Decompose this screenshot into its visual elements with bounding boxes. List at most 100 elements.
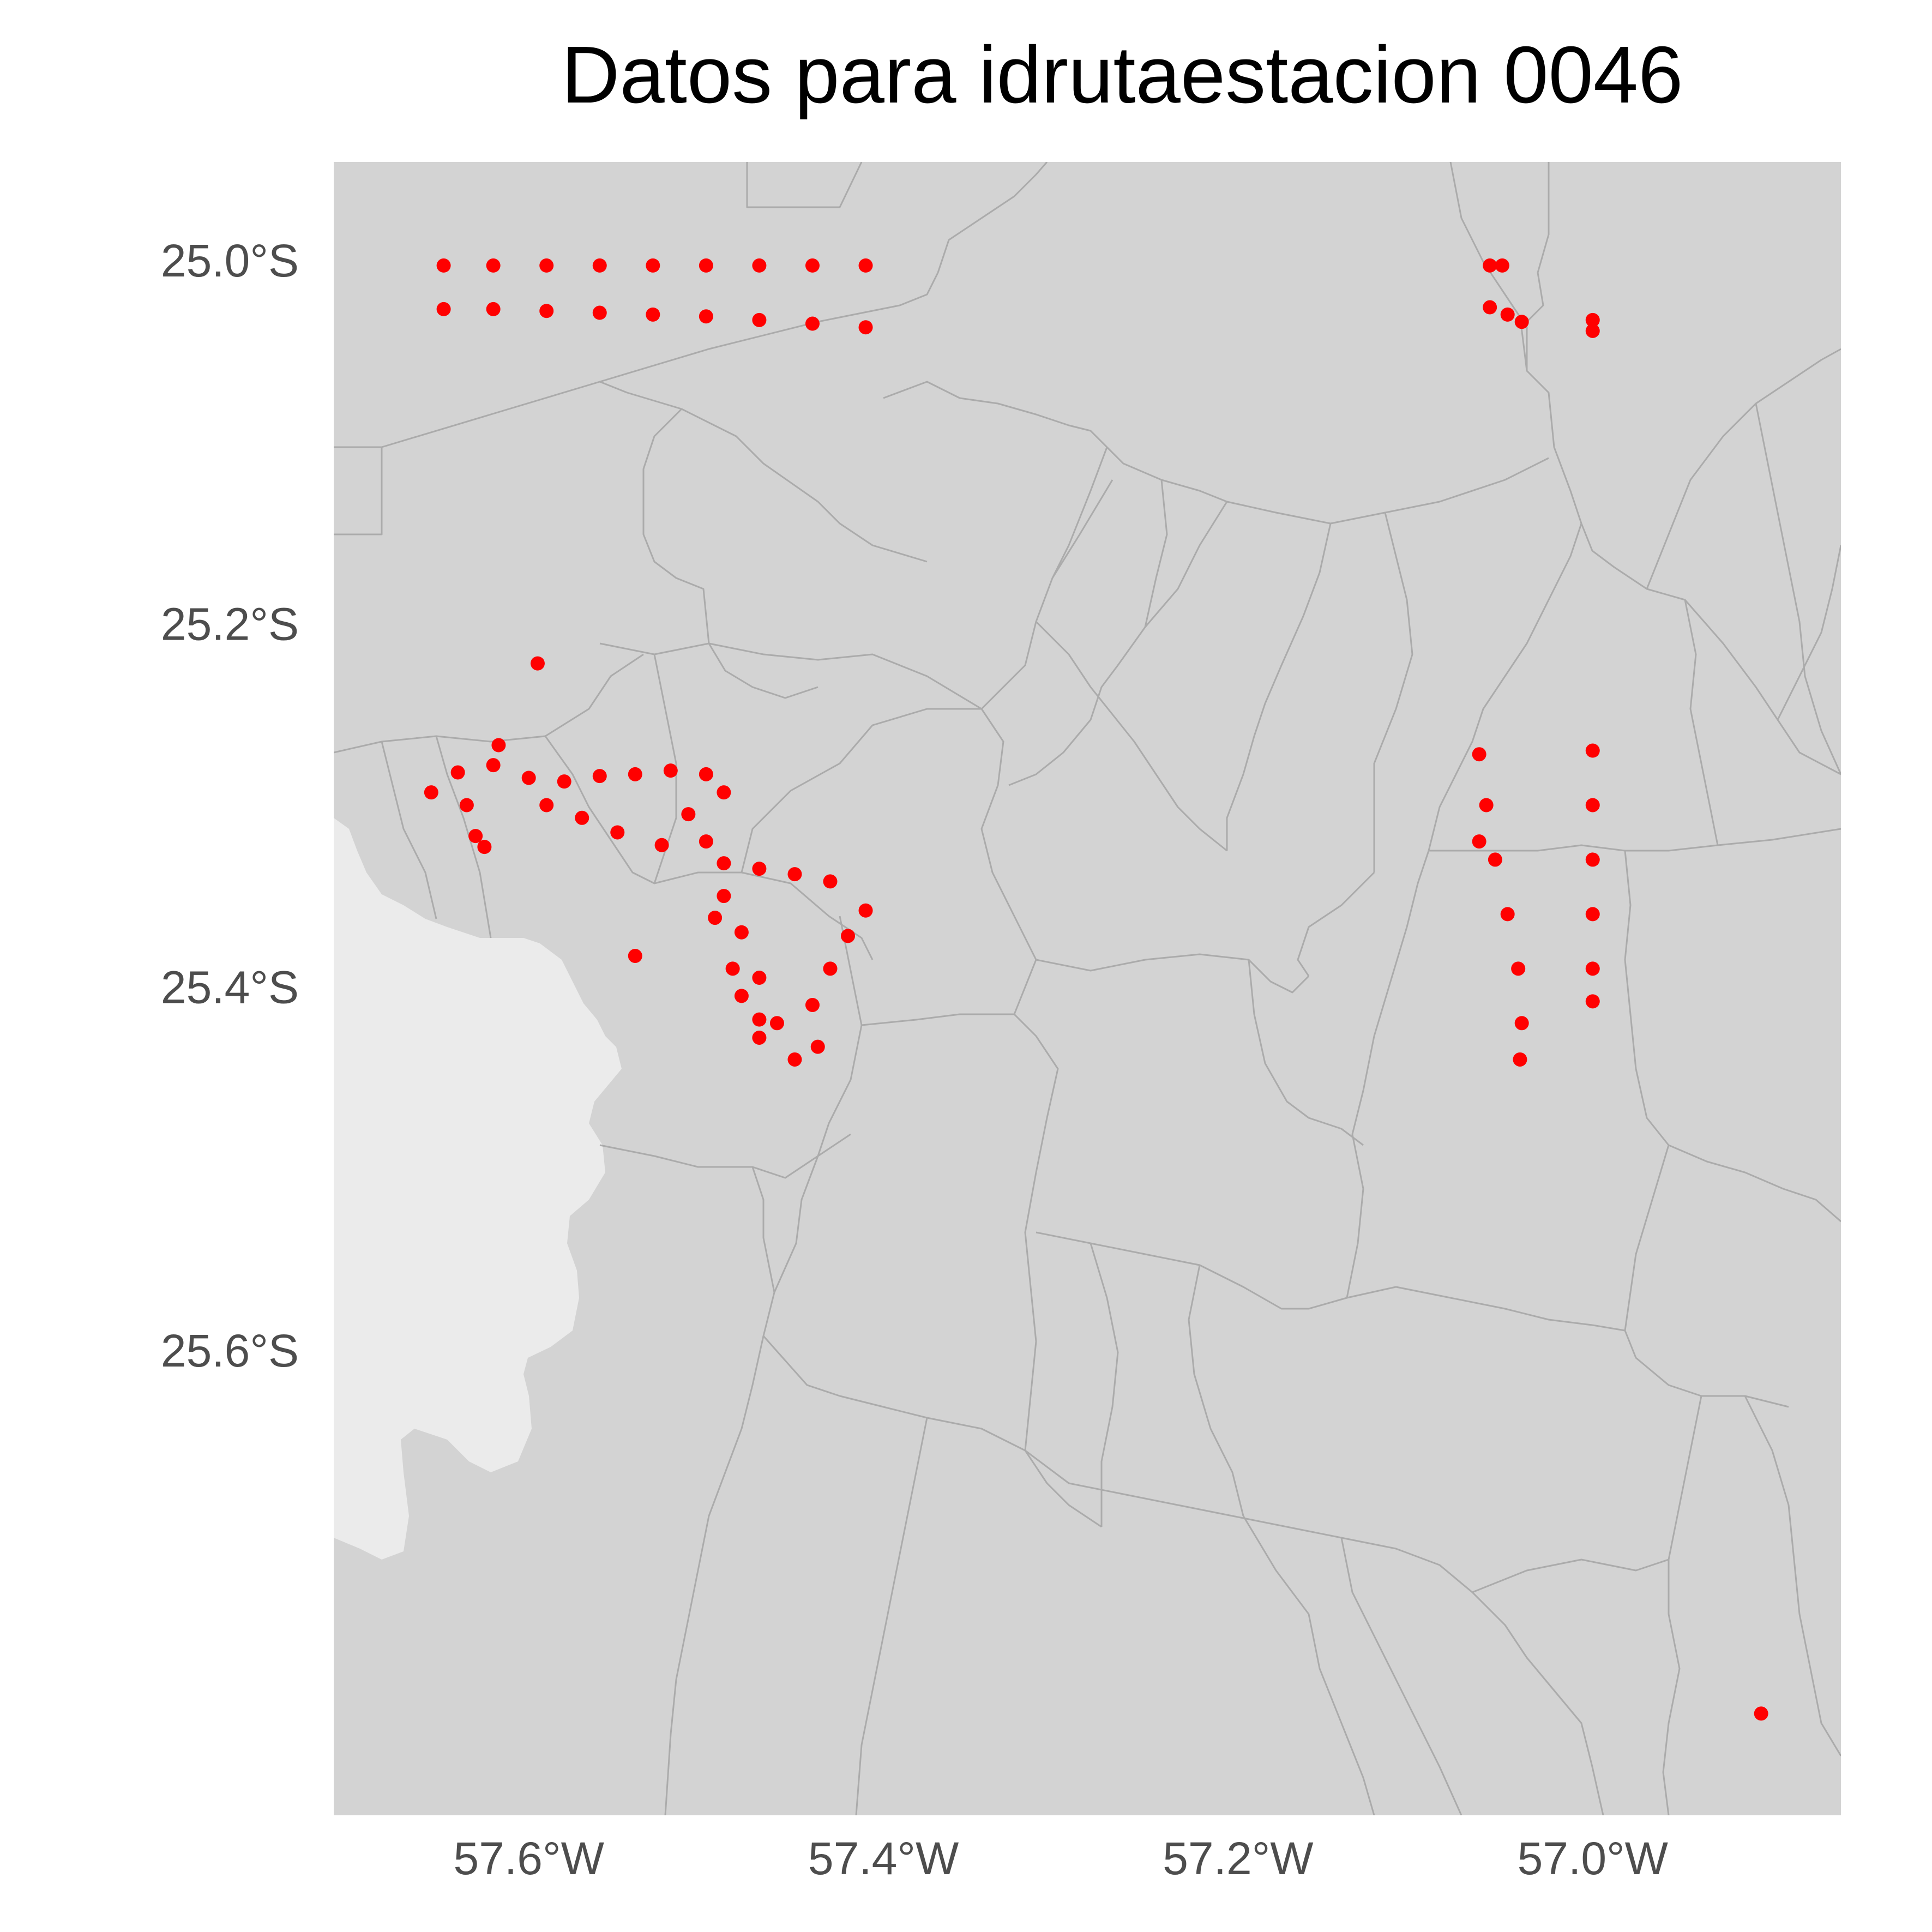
border-2 xyxy=(334,446,383,535)
data-point-0-45 xyxy=(699,834,713,849)
border-38 xyxy=(1472,1558,1669,1593)
data-point-0-4 xyxy=(646,258,660,273)
border-24 xyxy=(1013,959,1037,1015)
y-tick-label-3: 25.6°S xyxy=(161,1325,299,1376)
data-point-0-50 xyxy=(858,903,873,918)
border-5 xyxy=(883,381,1549,525)
border-26 xyxy=(1346,850,1430,1298)
data-point-0-73 xyxy=(1472,834,1486,849)
data-point-0-18 xyxy=(1483,258,1497,273)
data-point-0-39 xyxy=(477,840,492,854)
data-point-0-70 xyxy=(1511,961,1526,976)
data-point-0-57 xyxy=(734,925,749,940)
data-point-0-38 xyxy=(468,829,483,844)
data-point-0-51 xyxy=(841,929,856,943)
data-point-0-9 xyxy=(436,302,451,316)
y-tick-label-2: 25.4°S xyxy=(161,962,299,1013)
data-point-0-80 xyxy=(1754,1706,1768,1721)
border-50 xyxy=(1449,162,1528,371)
data-point-0-71 xyxy=(1514,1016,1529,1031)
data-point-0-27 xyxy=(424,785,438,800)
data-point-0-23 xyxy=(1585,312,1600,327)
data-point-0-1 xyxy=(486,258,501,273)
data-point-0-5 xyxy=(699,258,713,273)
data-point-0-63 xyxy=(752,1030,767,1045)
border-32 xyxy=(1025,1449,1604,1815)
data-point-0-6 xyxy=(752,258,767,273)
border-28 xyxy=(1624,850,1841,1223)
border-10 xyxy=(544,736,874,960)
data-point-0-19 xyxy=(1495,258,1509,273)
data-point-0-55 xyxy=(769,1016,784,1031)
data-point-0-64 xyxy=(810,1039,825,1054)
border-4 xyxy=(599,381,928,563)
data-point-0-31 xyxy=(557,774,571,789)
data-point-0-15 xyxy=(752,312,767,327)
data-points xyxy=(424,258,1768,1721)
border-34 xyxy=(1662,1395,1702,1815)
data-point-0-12 xyxy=(592,305,607,320)
border-15 xyxy=(1008,501,1228,786)
data-point-0-53 xyxy=(805,997,820,1012)
data-point-0-7 xyxy=(805,258,820,273)
data-point-0-29 xyxy=(486,758,501,773)
data-point-0-24 xyxy=(1585,323,1600,338)
border-17 xyxy=(1373,512,1413,872)
border-43 xyxy=(1646,348,1841,589)
x-tick-label-3: 57.0°W xyxy=(1518,1833,1668,1884)
border-1 xyxy=(746,162,863,208)
data-point-0-34 xyxy=(663,763,678,778)
data-point-0-68 xyxy=(1488,852,1502,867)
data-point-0-49 xyxy=(823,874,838,889)
y-tick-label-0: 25.0°S xyxy=(161,235,299,286)
border-19 xyxy=(1248,959,1364,1146)
border-7 xyxy=(642,408,818,699)
border-11 xyxy=(653,654,677,884)
data-point-0-28 xyxy=(450,765,465,780)
data-point-0-0 xyxy=(436,258,451,273)
data-point-0-37 xyxy=(459,798,474,812)
land-polygon xyxy=(334,162,1841,1815)
data-point-0-61 xyxy=(734,989,749,1003)
data-point-0-3 xyxy=(592,258,607,273)
data-point-0-30 xyxy=(521,771,536,785)
border-45 xyxy=(1777,545,1841,720)
data-point-0-47 xyxy=(752,862,767,876)
border-33 xyxy=(1340,1537,1462,1815)
border-35 xyxy=(1744,1395,1841,1756)
border-42 xyxy=(1684,599,1719,846)
y-axis: 25.0°S 25.2°S 25.4°S 25.6°S xyxy=(161,235,299,1376)
border-47 xyxy=(1144,479,1168,628)
x-tick-label-1: 57.4°W xyxy=(808,1833,959,1884)
data-point-0-35 xyxy=(699,767,713,781)
border-44 xyxy=(1755,403,1841,775)
data-point-0-25 xyxy=(530,656,545,671)
border-30 xyxy=(762,1335,1026,1452)
data-point-0-69 xyxy=(1500,907,1515,922)
data-point-0-76 xyxy=(1585,852,1600,867)
border-23 xyxy=(861,1013,1102,1528)
data-point-0-21 xyxy=(1500,307,1515,322)
data-point-0-32 xyxy=(592,769,607,784)
border-13 xyxy=(980,479,1114,710)
data-point-0-65 xyxy=(628,949,642,964)
data-point-0-14 xyxy=(699,309,713,324)
data-point-0-22 xyxy=(1514,315,1529,329)
border-18 xyxy=(1036,953,1310,994)
border-49 xyxy=(435,736,492,938)
border-9 xyxy=(334,653,644,754)
border-48 xyxy=(381,741,437,919)
data-point-0-59 xyxy=(708,911,723,925)
data-point-0-60 xyxy=(725,961,740,976)
data-point-0-67 xyxy=(1479,798,1494,812)
border-8 xyxy=(599,642,982,710)
data-point-0-8 xyxy=(858,258,873,273)
y-tick-label-1: 25.2°S xyxy=(161,598,299,649)
data-point-0-20 xyxy=(1483,300,1497,315)
data-point-0-77 xyxy=(1585,907,1600,922)
data-point-0-26 xyxy=(491,738,506,753)
data-point-0-78 xyxy=(1585,961,1600,976)
data-point-0-46 xyxy=(717,856,731,871)
chart-title: Datos para idrutaestacion 0046 xyxy=(562,30,1683,120)
